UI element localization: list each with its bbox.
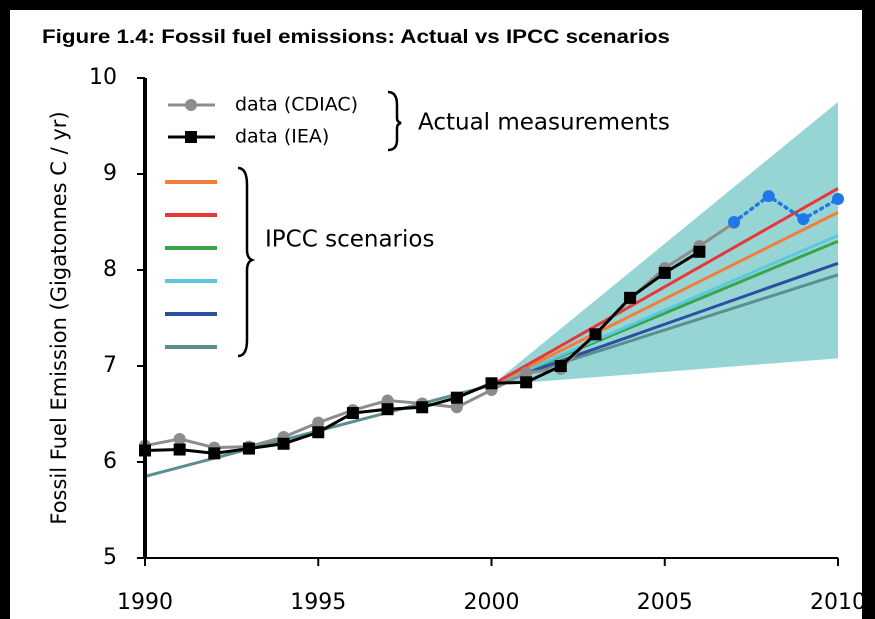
legend-marker: [185, 99, 197, 111]
chart-title: Figure 1.4: Fossil fuel emissions: Actua…: [42, 27, 670, 48]
marker: [624, 291, 637, 304]
marker: [242, 442, 255, 455]
marker: [728, 216, 741, 228]
x-tick-label: 2000: [464, 590, 520, 615]
y-tick-label: 5: [103, 545, 117, 570]
marker: [312, 416, 325, 429]
x-tick-label: 1990: [117, 590, 173, 615]
marker: [277, 437, 290, 450]
marker: [416, 401, 429, 414]
marker: [832, 192, 844, 205]
marker: [173, 443, 186, 456]
x-tick-label: 2005: [637, 590, 693, 615]
legend-label: data (CDIAC): [235, 94, 358, 116]
annotation: Actual measurements: [418, 110, 670, 136]
y-tick-label: 6: [103, 449, 117, 474]
brace: [237, 166, 256, 358]
brace: [387, 90, 402, 152]
y-tick-label: 9: [103, 161, 117, 186]
marker: [658, 266, 671, 279]
y-tick-label: 8: [103, 257, 117, 282]
marker: [346, 407, 359, 420]
marker: [693, 245, 706, 258]
marker: [485, 377, 498, 390]
marker: [762, 190, 775, 203]
x-tick-label: 1995: [290, 590, 346, 615]
marker: [208, 447, 221, 460]
marker: [450, 391, 463, 404]
legend-marker: [185, 131, 197, 143]
y-tick-label: 7: [103, 353, 117, 378]
scenario-range: [491, 102, 838, 386]
marker: [173, 432, 186, 445]
marker: [381, 403, 394, 416]
marker: [450, 401, 463, 414]
legend-label: data (IEA): [235, 126, 329, 148]
x-tick-label: 2010: [810, 590, 866, 615]
marker: [554, 360, 567, 372]
line: [732, 193, 840, 224]
y-tick-label: 10: [89, 65, 117, 90]
y-axis-label: Fossil Fuel Emission (Gigatonnes C / yr): [47, 111, 71, 524]
marker: [797, 213, 810, 226]
line: [490, 234, 839, 387]
marker: [589, 328, 602, 341]
marker: [520, 366, 533, 379]
line: [490, 211, 839, 387]
line: [490, 187, 839, 387]
annotation: IPCC scenarios: [265, 227, 434, 253]
marker: [312, 426, 325, 439]
marker: [520, 376, 533, 389]
line: [491, 261, 839, 387]
